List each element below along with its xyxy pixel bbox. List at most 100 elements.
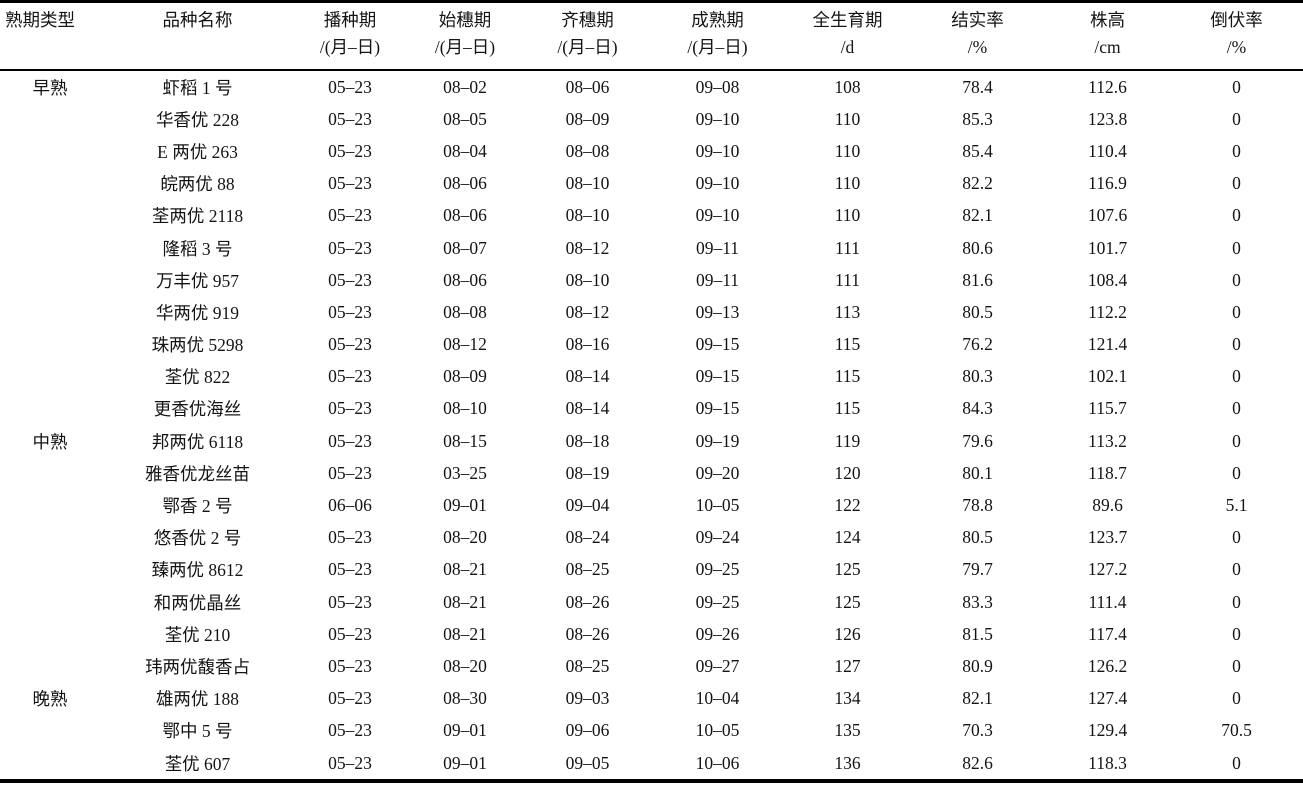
col-title: 品种名称: [162, 10, 233, 30]
col-unit: /d: [840, 37, 855, 57]
initial-heading-date-cell: 08–21: [443, 623, 487, 644]
maturity-date-cell: 09–10: [695, 108, 740, 129]
col-unit: /cm: [1094, 37, 1121, 57]
sowing-date-cell: 05–23: [328, 301, 372, 322]
variety-name-cell: 隆稻 3 号: [162, 238, 233, 259]
full-heading-date-cell: 09–03: [565, 688, 610, 709]
plant-height-cell: 123.8: [1087, 108, 1128, 129]
growth-period-cell: 125: [834, 591, 861, 612]
maturity-type-cell: [0, 489, 100, 521]
lodging-rate-cell: 70.5: [1221, 720, 1252, 741]
table-row: 荃优 607 05–23 09–01 09–05 10–06 136 82.6 118.3 0: [0, 747, 1303, 781]
table-row: 荃两优 2118 05–23 08–06 08–10 09–10 110 82.1 107.6…: [0, 200, 1303, 232]
table-row: 华香优 228 05–23 08–05 08–09 09–10 110 85.3 123.8 0: [0, 103, 1303, 135]
maturity-date-cell: 10–06: [695, 752, 740, 773]
full-heading-date-cell: 08–25: [565, 655, 610, 676]
growth-period-cell: 115: [834, 398, 861, 419]
col-title: 播种期: [323, 10, 377, 30]
header-row: 熟期类型 品种名称 播种期 /(月–日) 始穗期 /(月–日) 齐穗期 /(月–…: [0, 2, 1303, 71]
variety-name-cell: 万丰优 957: [155, 270, 240, 291]
maturity-type-cell: [0, 457, 100, 489]
growth-period-cell: 110: [834, 205, 861, 226]
col-unit: /(月–日): [434, 37, 496, 57]
growth-period-cell: 119: [834, 430, 861, 451]
col-title: 全生育期: [812, 10, 883, 30]
col-title: 结实率: [951, 10, 1004, 30]
maturity-date-cell: 09–11: [695, 269, 740, 290]
initial-heading-date-cell: 08–07: [443, 237, 487, 258]
maturity-date-cell: 09–15: [695, 398, 740, 419]
initial-heading-date-cell: 08–12: [443, 334, 487, 355]
maturity-type-cell: [0, 393, 100, 425]
lodging-rate-cell: 5.1: [1225, 495, 1248, 516]
full-heading-date-cell: 08–24: [565, 527, 610, 548]
seed-setting-rate-cell: 82.2: [962, 173, 993, 194]
col-header-lodging-rate: 倒伏率 /%: [1170, 2, 1303, 71]
plant-height-cell: 113.2: [1088, 430, 1127, 451]
table-row: 雅香优龙丝苗 05–23 03–25 08–19 09–20 120 80.1 118.7 0: [0, 457, 1303, 489]
lodging-rate-cell: 0: [1232, 76, 1241, 97]
seed-setting-rate-cell: 85.3: [962, 108, 993, 129]
maturity-type-cell: [0, 168, 100, 200]
lodging-rate-cell: 0: [1232, 527, 1241, 548]
full-heading-date-cell: 08–16: [565, 334, 610, 355]
maturity-type-cell: [0, 361, 100, 393]
maturity-type-cell: [0, 296, 100, 328]
plant-height-cell: 89.6: [1092, 495, 1123, 516]
seed-setting-rate-cell: 78.4: [962, 76, 993, 97]
initial-heading-date-cell: 08–02: [443, 76, 487, 97]
growth-period-cell: 111: [835, 269, 860, 290]
table-row: 早熟 虾稻 1 号 05–23 08–02 08–06 09–08 108 78.4 112.6…: [0, 70, 1303, 103]
full-heading-date-cell: 08–19: [565, 462, 610, 483]
seed-setting-rate-cell: 78.8: [962, 495, 993, 516]
initial-heading-date-cell: 08–06: [443, 205, 487, 226]
col-header-sowing-date: 播种期 /(月–日): [295, 2, 405, 71]
table-header: 熟期类型 品种名称 播种期 /(月–日) 始穗期 /(月–日) 齐穗期 /(月–…: [0, 2, 1303, 71]
maturity-date-cell: 09–19: [695, 430, 740, 451]
maturity-date-cell: 09–13: [695, 301, 740, 322]
initial-heading-date-cell: 09–01: [443, 495, 487, 516]
maturity-type-cell: [0, 522, 100, 554]
sowing-date-cell: 05–23: [328, 205, 372, 226]
full-heading-date-cell: 08–12: [565, 301, 610, 322]
maturity-type-cell: [0, 650, 100, 682]
plant-height-cell: 123.7: [1087, 527, 1128, 548]
full-heading-date-cell: 08–12: [565, 237, 610, 258]
sowing-date-cell: 05–23: [328, 591, 372, 612]
full-heading-date-cell: 09–06: [565, 720, 610, 741]
maturity-type-cell: [0, 747, 100, 781]
growth-period-cell: 113: [834, 301, 861, 322]
table-row: 更香优海丝 05–23 08–10 08–14 09–15 115 84.3 115.7 0: [0, 393, 1303, 425]
table-row: E 两优 263 05–23 08–04 08–08 09–10 110 85.4 110.4…: [0, 135, 1303, 167]
lodging-rate-cell: 0: [1232, 462, 1241, 483]
col-title: 熟期类型: [5, 10, 75, 30]
seed-setting-rate-cell: 82.1: [962, 688, 993, 709]
sowing-date-cell: 05–23: [328, 76, 372, 97]
maturity-date-cell: 10–05: [695, 495, 740, 516]
seed-setting-rate-cell: 79.7: [962, 559, 993, 580]
table-row: 荃优 822 05–23 08–09 08–14 09–15 115 80.3 102.1 0: [0, 361, 1303, 393]
sowing-date-cell: 05–23: [328, 720, 372, 741]
col-title: 齐穗期: [561, 10, 614, 30]
full-heading-date-cell: 08–09: [565, 108, 610, 129]
maturity-type-cell: [0, 618, 100, 650]
col-unit: /%: [967, 37, 988, 57]
maturity-date-cell: 10–05: [695, 720, 740, 741]
seed-setting-rate-cell: 76.2: [962, 334, 993, 355]
lodging-rate-cell: 0: [1232, 334, 1241, 355]
col-unit: [100, 34, 295, 61]
col-title: 始穗期: [438, 10, 492, 30]
maturity-date-cell: 09–25: [695, 591, 740, 612]
lodging-rate-cell: 0: [1232, 655, 1241, 676]
variety-name-cell: E 两优 263: [157, 141, 238, 162]
variety-name-cell: 华香优 228: [155, 109, 240, 130]
col-header-growth-period: 全生育期 /d: [785, 2, 910, 71]
maturity-type-cell: [0, 554, 100, 586]
sowing-date-cell: 05–23: [328, 462, 372, 483]
table-row: 臻两优 8612 05–23 08–21 08–25 09–25 125 79.7 127.2…: [0, 554, 1303, 586]
lodging-rate-cell: 0: [1232, 205, 1241, 226]
col-header-maturity-type: 熟期类型: [0, 2, 100, 71]
table-row: 悠香优 2 号 05–23 08–20 08–24 09–24 124 80.5 123.7 0: [0, 522, 1303, 554]
plant-height-cell: 108.4: [1087, 269, 1128, 290]
initial-heading-date-cell: 03–25: [443, 462, 487, 483]
